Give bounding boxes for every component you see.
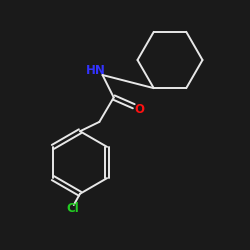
Text: Cl: Cl xyxy=(66,202,79,215)
Text: O: O xyxy=(134,103,144,116)
Text: HN: HN xyxy=(86,64,106,76)
